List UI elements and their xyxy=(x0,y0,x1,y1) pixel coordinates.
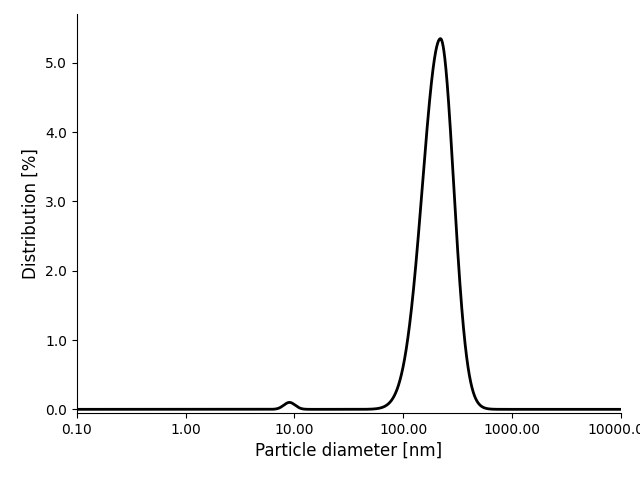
X-axis label: Particle diameter [nm]: Particle diameter [nm] xyxy=(255,442,442,460)
Y-axis label: Distribution [%]: Distribution [%] xyxy=(22,148,40,279)
